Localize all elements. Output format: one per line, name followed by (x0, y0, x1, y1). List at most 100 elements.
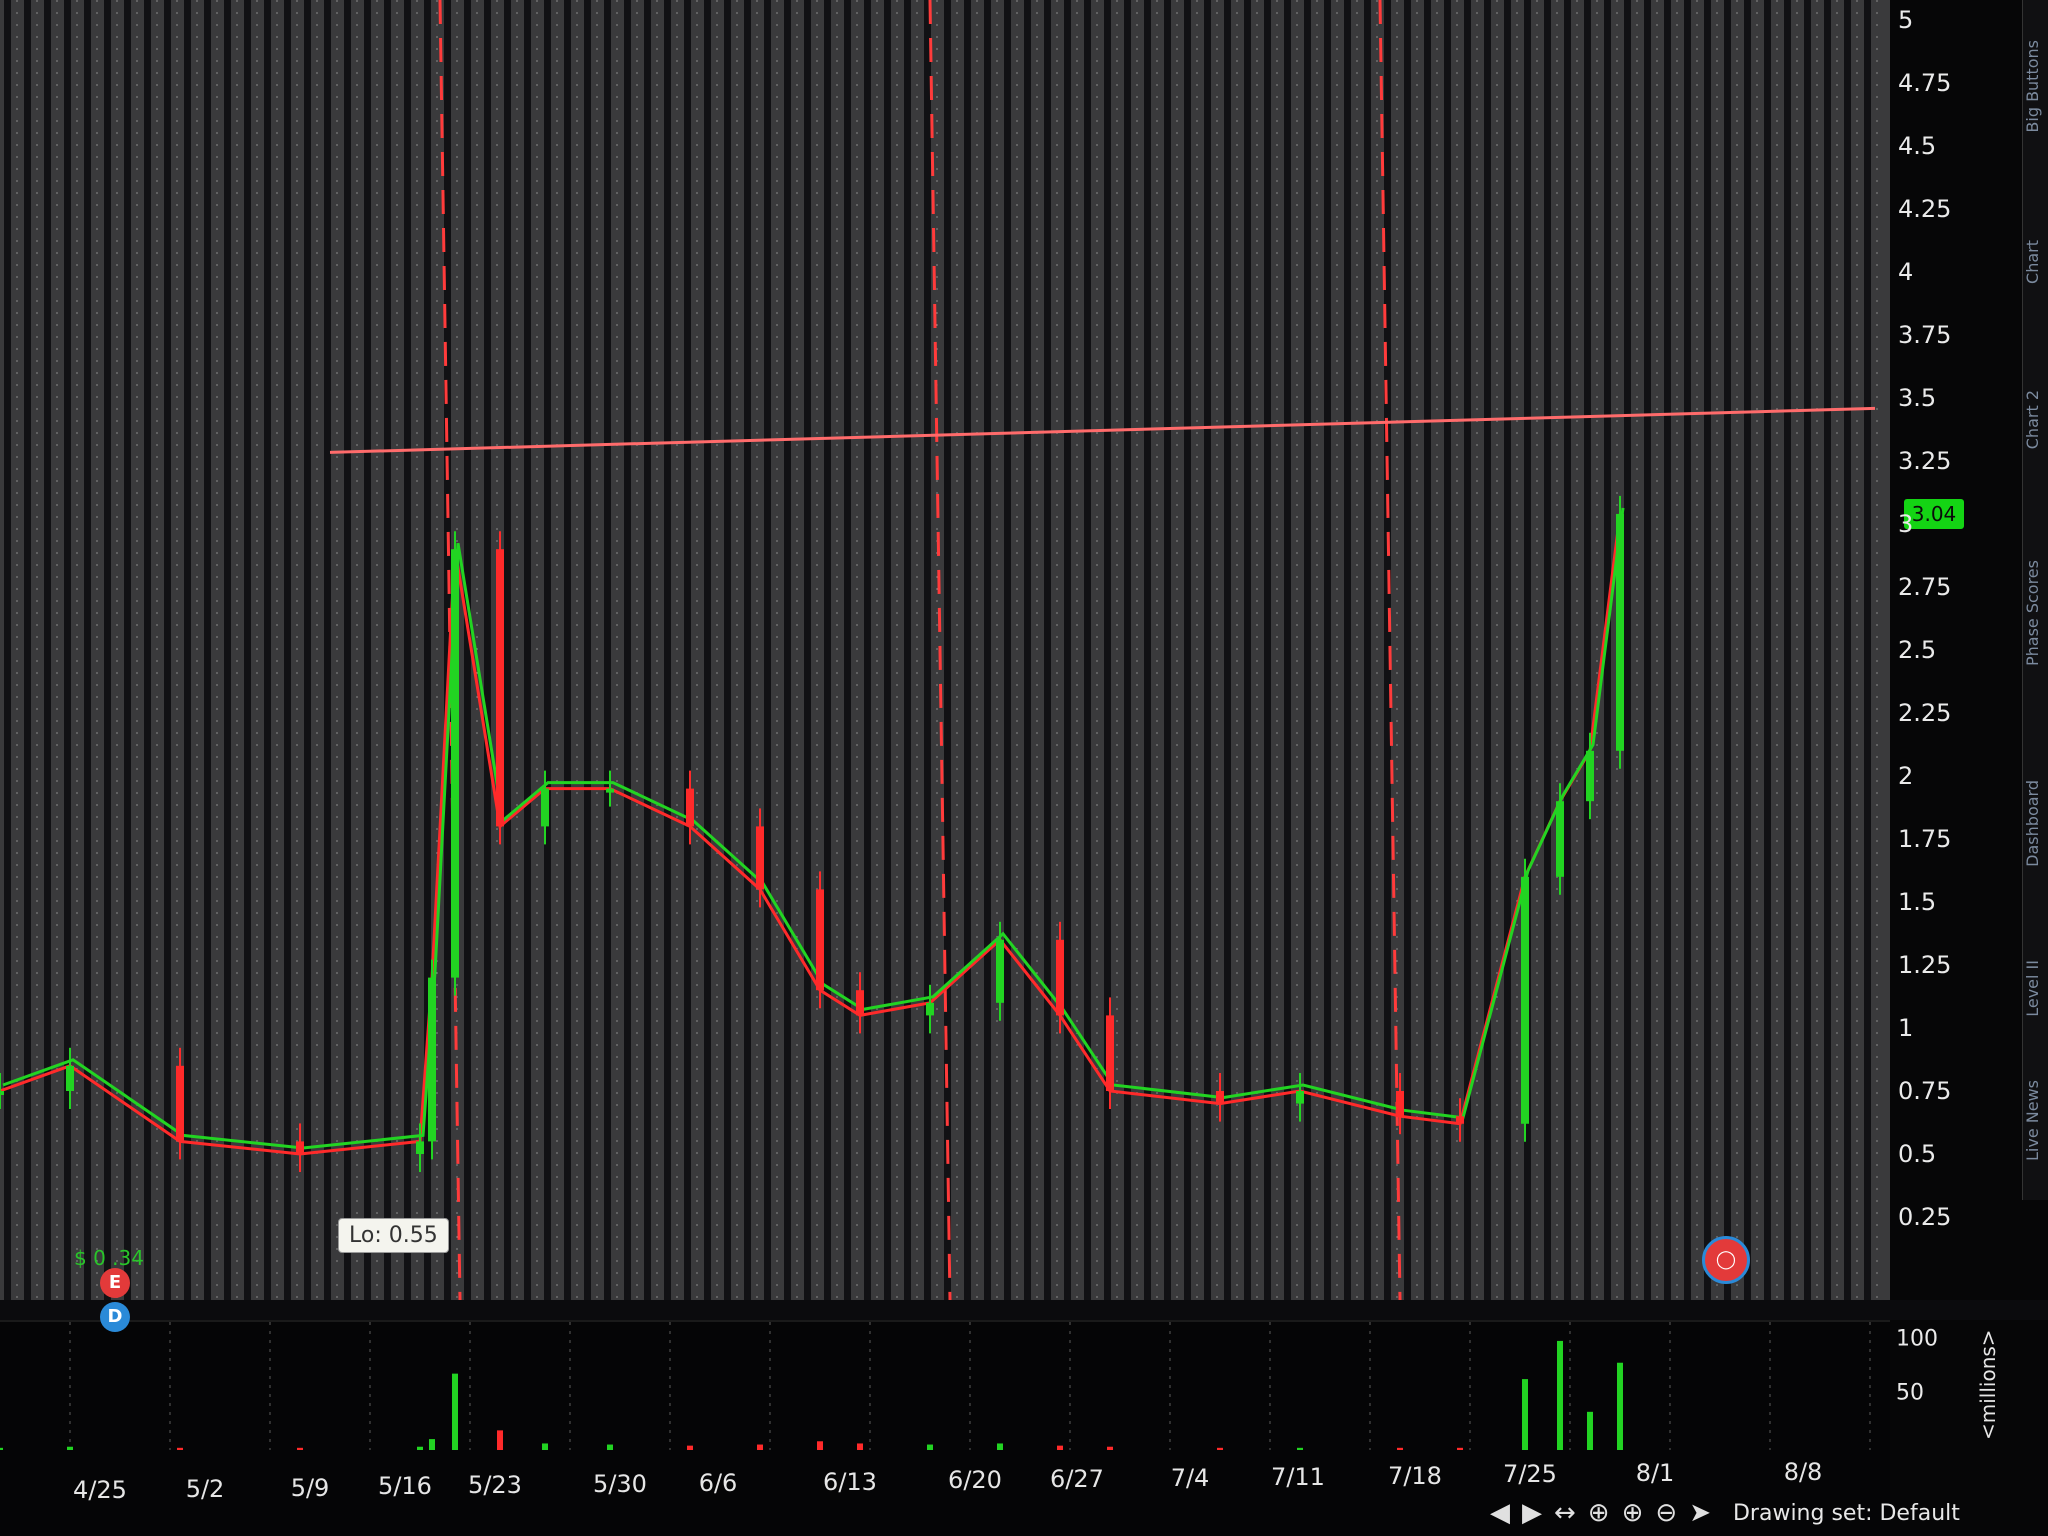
background-stripe (1264, 0, 1271, 1300)
crosshair-icon[interactable]: ⊕ (1587, 1498, 1610, 1528)
expand-horizontal-icon[interactable]: ↔ (1554, 1498, 1576, 1528)
date-tick-label: 5/30 (593, 1470, 647, 1498)
candle-body (1296, 1091, 1304, 1104)
background-stripe (1004, 0, 1011, 1300)
background-stripe (764, 0, 771, 1300)
background-stripe (1344, 0, 1351, 1300)
volume-bar (1397, 1447, 1403, 1450)
side-tab[interactable]: Chart (2023, 240, 2042, 284)
background-stripe (784, 0, 791, 1300)
background-stripe (1824, 0, 1831, 1300)
background-stripe (264, 0, 271, 1300)
price-chart-panel[interactable] (0, 0, 1890, 1300)
price-tick-label: 4 (1898, 258, 1914, 286)
background-stripe (584, 0, 591, 1300)
price-tick-label: 2 (1898, 762, 1914, 790)
side-tab[interactable]: Phase Scores (2023, 560, 2042, 667)
side-tab[interactable]: Live News (2023, 1080, 2042, 1161)
background-stripe (404, 0, 411, 1300)
background-stripe (964, 0, 971, 1300)
background-stripe (1204, 0, 1211, 1300)
background-stripe (924, 0, 931, 1300)
background-stripe (1564, 0, 1571, 1300)
background-stripe (64, 0, 71, 1300)
background-stripe (864, 0, 871, 1300)
price-tick-label: 1 (1898, 1014, 1914, 1042)
earnings-event-icon[interactable]: E (100, 1268, 130, 1298)
candle-body (0, 1091, 4, 1095)
background-stripe (1424, 0, 1431, 1300)
price-chart-svg[interactable] (0, 0, 1890, 1300)
background-stripe (304, 0, 311, 1300)
background-stripe (504, 0, 511, 1300)
drawing-set-selector[interactable]: Drawing set: Default (1732, 1500, 1960, 1526)
candle-body (1586, 750, 1594, 802)
price-axis[interactable] (1890, 0, 2048, 1300)
price-tick-label: 0.75 (1898, 1077, 1952, 1105)
side-tab[interactable]: Dashboard (2023, 780, 2042, 867)
background-stripe (4, 0, 11, 1300)
background-stripe (1064, 0, 1071, 1300)
low-price-tooltip: Lo: 0.55 (338, 1218, 449, 1253)
background-stripe (544, 0, 551, 1300)
volume-bar (452, 1373, 458, 1450)
candle-body (856, 990, 864, 1016)
lightbulb-event-icon[interactable]: ◯ (1702, 1236, 1750, 1284)
candle-body (1556, 801, 1564, 877)
chevron-left-icon[interactable]: ◀ (1490, 1498, 1510, 1528)
side-tab[interactable]: Chart 2 (2023, 390, 2042, 450)
background-stripe (344, 0, 351, 1300)
price-tick-label: 1.75 (1898, 825, 1952, 853)
time-axis[interactable] (0, 1450, 1890, 1536)
candle-body (686, 788, 694, 827)
volume-bar (1217, 1447, 1223, 1450)
date-tick-label: 5/9 (290, 1473, 330, 1502)
candle-body (1456, 1116, 1464, 1124)
volume-tick-label: 100 (1896, 1326, 1938, 1352)
candle-body (1216, 1091, 1224, 1104)
side-tab[interactable]: Level II (2023, 960, 2042, 1017)
volume-bar (0, 1447, 3, 1450)
volume-bar (857, 1443, 863, 1450)
side-tab[interactable]: Big Buttons (2023, 40, 2042, 133)
background-stripe (1084, 0, 1091, 1300)
candle-body (428, 977, 436, 1142)
volume-bar (429, 1439, 435, 1450)
volume-chart-svg[interactable] (0, 1322, 1890, 1452)
candle-body (926, 1002, 934, 1016)
background-stripe (1624, 0, 1631, 1300)
zoom-in-icon[interactable]: ⊕ (1621, 1498, 1644, 1528)
background-stripe (1764, 0, 1771, 1300)
background-stripe (804, 0, 811, 1300)
price-tick-label: 3.75 (1898, 321, 1952, 349)
background-stripe (1164, 0, 1171, 1300)
date-tick-label: 7/4 (1170, 1464, 1210, 1492)
candle-body (541, 788, 549, 827)
candle-body (416, 1141, 424, 1154)
zoom-out-icon[interactable]: ⊖ (1655, 1498, 1678, 1528)
background-stripe (464, 0, 471, 1300)
date-tick-label: 6/6 (698, 1468, 738, 1497)
date-tick-label: 6/13 (823, 1467, 877, 1496)
candle-body (816, 889, 824, 991)
volume-bar (757, 1444, 763, 1450)
background-stripe (224, 0, 231, 1300)
volume-axis[interactable] (1890, 1320, 2048, 1536)
candle-body (451, 549, 459, 978)
event-dashed-line (1378, 0, 1402, 1300)
chevron-right-icon[interactable]: ▶ (1522, 1498, 1542, 1528)
background-stripe (164, 0, 171, 1300)
volume-bar (1457, 1447, 1463, 1450)
candle-body (1396, 1091, 1404, 1117)
background-stripe (1444, 0, 1451, 1300)
volume-chart-panel[interactable] (0, 1320, 1890, 1452)
pointer-icon[interactable]: ➤ (1689, 1498, 1711, 1528)
background-stripe (124, 0, 131, 1300)
background-stripe (424, 0, 431, 1300)
background-stripe (204, 0, 211, 1300)
background-stripe (1484, 0, 1491, 1300)
candle-body (296, 1141, 304, 1154)
volume-bar (417, 1446, 423, 1450)
dividend-event-icon[interactable]: D (100, 1302, 130, 1332)
price-tick-label: 4.75 (1898, 69, 1952, 97)
